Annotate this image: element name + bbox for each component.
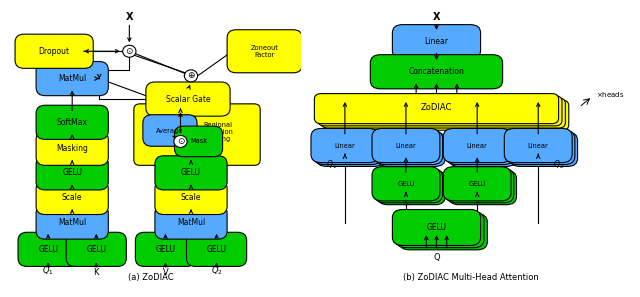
FancyBboxPatch shape [15,34,93,68]
Text: Linear: Linear [424,37,449,46]
FancyBboxPatch shape [324,100,569,130]
Text: (a) ZoDIAC: (a) ZoDIAC [127,273,173,282]
Text: X: X [125,12,133,22]
Text: ⊙: ⊙ [177,137,184,146]
FancyBboxPatch shape [36,180,108,214]
Text: Scalar Gate: Scalar Gate [166,94,211,104]
FancyBboxPatch shape [378,170,445,205]
Text: Scale: Scale [62,193,83,202]
FancyBboxPatch shape [155,205,227,239]
Text: V: V [474,198,480,207]
Text: MatMul: MatMul [58,74,86,83]
FancyBboxPatch shape [36,105,108,139]
FancyBboxPatch shape [186,232,246,266]
Text: K: K [403,198,408,207]
FancyBboxPatch shape [36,205,108,239]
FancyBboxPatch shape [155,156,227,190]
FancyBboxPatch shape [446,169,514,203]
Text: Linear: Linear [396,143,417,148]
FancyBboxPatch shape [449,170,516,205]
Text: Linear: Linear [335,143,355,148]
FancyBboxPatch shape [372,167,440,201]
FancyBboxPatch shape [18,232,78,266]
Text: $\times$heads: $\times$heads [596,91,625,99]
FancyBboxPatch shape [314,130,381,165]
Text: Scale: Scale [180,193,201,202]
FancyBboxPatch shape [134,104,260,165]
FancyBboxPatch shape [36,61,108,96]
FancyBboxPatch shape [314,94,559,124]
Text: $Q_2$: $Q_2$ [211,264,223,277]
Text: GELU: GELU [62,168,82,177]
Text: Concatenation: Concatenation [408,67,465,76]
Circle shape [123,45,136,57]
Text: Average: Average [156,127,184,134]
FancyBboxPatch shape [175,126,223,157]
Text: GELU: GELU [468,181,486,187]
Text: Linear: Linear [528,143,548,148]
FancyBboxPatch shape [375,130,443,165]
FancyBboxPatch shape [446,130,514,165]
FancyBboxPatch shape [316,132,384,166]
FancyBboxPatch shape [392,210,481,245]
FancyBboxPatch shape [372,129,440,163]
FancyBboxPatch shape [392,25,481,59]
Text: GELU: GELU [86,245,106,254]
FancyBboxPatch shape [396,212,484,248]
FancyBboxPatch shape [378,132,445,166]
FancyBboxPatch shape [146,82,230,116]
FancyBboxPatch shape [375,169,443,203]
Text: Q: Q [433,253,440,262]
FancyBboxPatch shape [143,115,197,146]
FancyBboxPatch shape [36,131,108,165]
Text: GELU: GELU [397,181,415,187]
Text: V: V [163,268,168,277]
FancyBboxPatch shape [136,232,196,266]
Text: Linear: Linear [467,143,488,148]
Circle shape [174,135,187,147]
Text: SoftMax: SoftMax [57,118,88,127]
FancyBboxPatch shape [399,214,488,250]
FancyBboxPatch shape [66,232,126,266]
Text: $Q_1$: $Q_1$ [326,158,337,171]
FancyBboxPatch shape [321,98,565,128]
FancyBboxPatch shape [449,132,516,166]
Text: GELU: GELU [426,223,447,232]
FancyBboxPatch shape [227,30,302,73]
Text: MatMul: MatMul [177,217,205,227]
FancyBboxPatch shape [444,129,511,163]
Text: Regional
Attention
Pooling: Regional Attention Pooling [203,122,234,142]
FancyBboxPatch shape [507,130,575,165]
Text: Mask: Mask [190,138,207,144]
Text: Masking: Masking [56,144,88,153]
Text: GELU: GELU [207,245,227,254]
Text: GELU: GELU [181,168,201,177]
Text: MatMul: MatMul [58,217,86,227]
FancyBboxPatch shape [311,129,379,163]
FancyBboxPatch shape [444,167,511,201]
Text: ⊙: ⊙ [125,47,133,56]
Text: X: X [433,12,440,22]
Text: GELU: GELU [156,245,175,254]
FancyBboxPatch shape [317,96,562,126]
Text: Zoneout
Factor: Zoneout Factor [251,45,278,58]
Text: ZoDIAC: ZoDIAC [420,103,452,112]
Text: (b) ZoDIAC Multi-Head Attention: (b) ZoDIAC Multi-Head Attention [403,273,538,282]
Text: $Q_2$: $Q_2$ [553,158,564,171]
FancyBboxPatch shape [155,180,227,214]
Text: ⊕: ⊕ [188,71,195,80]
FancyBboxPatch shape [509,132,577,166]
Text: K: K [93,268,99,277]
Text: Dropout: Dropout [38,47,70,56]
Circle shape [184,70,198,82]
FancyBboxPatch shape [371,55,502,89]
FancyBboxPatch shape [504,129,572,163]
Text: GELU: GELU [38,245,58,254]
FancyBboxPatch shape [36,156,108,190]
Text: $Q_1$: $Q_1$ [42,264,54,277]
